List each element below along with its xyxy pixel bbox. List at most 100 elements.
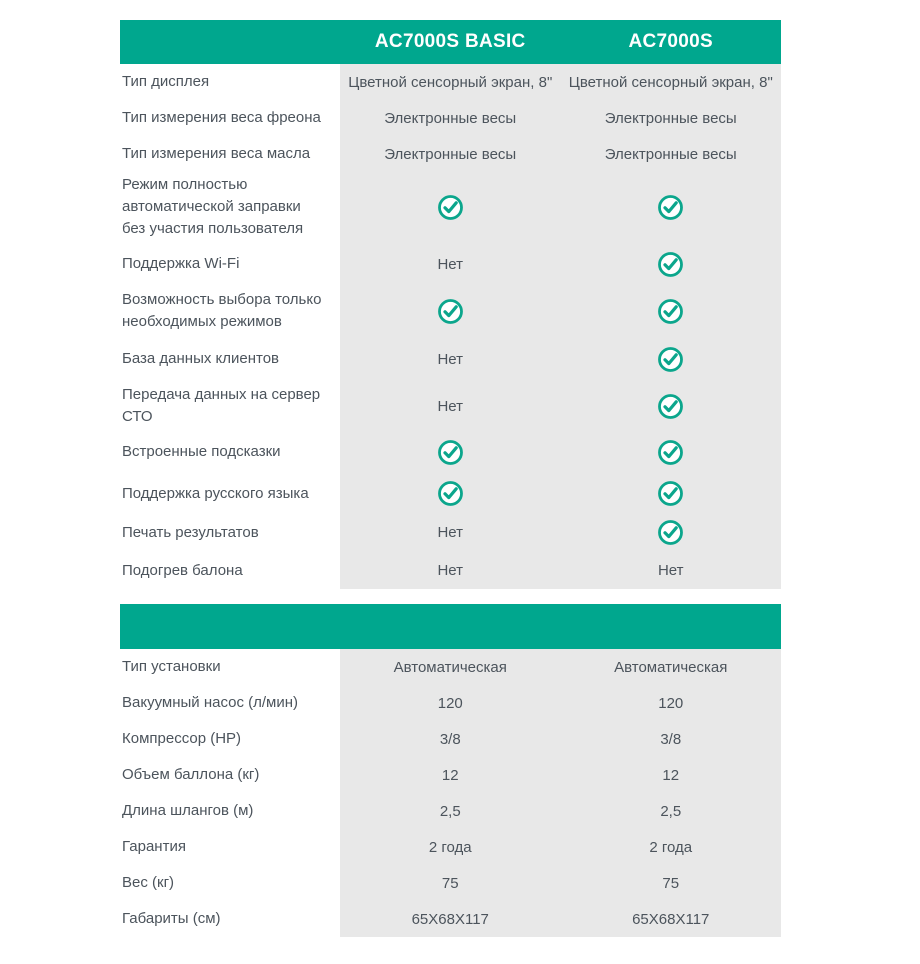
row-label: Режим полностью автоматической заправки … [120,172,340,242]
table-row: Подогрев балона Нет Нет [120,552,781,589]
row-label: Поддержка русского языка [120,474,340,513]
value-cell: 2,5 [560,793,781,829]
value-cell [560,382,781,430]
value-cell: 2 года [340,829,561,865]
comparison-table: AC7000S BASIC AC7000S Тип дисплея Цветной… [120,20,781,937]
table-row: Габариты (см) 65X68X117 65X68X117 [120,901,781,937]
check-circle-icon [437,439,464,466]
check-circle-icon [437,298,464,325]
table-row: Передача данных на сервер СТО Нет [120,382,781,430]
value-cell [560,172,781,242]
value-cell: 12 [560,757,781,793]
value-cell [560,474,781,513]
value-cell: 12 [340,757,561,793]
column-header-ac7000s: AC7000S [628,31,713,52]
row-label: Компрессор (HP) [120,721,340,757]
row-label: База данных клиентов [120,336,340,382]
row-label: Гарантия [120,829,340,865]
table-row: Возможность выбора только необходимых ре… [120,286,781,336]
table-row: Тип измерения веса фреона Электронные вес… [120,100,781,136]
row-label: Габариты (см) [120,901,340,937]
value-cell [340,430,561,474]
row-label: Передача данных на сервер СТО [120,382,340,430]
table-row: Режим полностью автоматической заправки … [120,172,781,242]
row-label: Тип измерения веса фреона [120,100,340,136]
check-circle-icon [657,480,684,507]
table-row: Встроенные подсказки [120,430,781,474]
value-cell: 3/8 [340,721,561,757]
value-cell: Нет [340,242,561,286]
row-label: Поддержка Wi-Fi [120,242,340,286]
value-cell [560,430,781,474]
check-circle-icon [437,194,464,221]
row-label: Длина шлангов (м) [120,793,340,829]
value-cell: 120 [560,685,781,721]
value-cell: Нет [340,382,561,430]
row-label: Вакуумный насос (л/мин) [120,685,340,721]
table-row: Тип дисплея Цветной сенсорный экран, 8" Цв… [120,64,781,100]
column-header-ac7000s-basic: AC7000S BASIC [374,31,526,52]
value-cell [560,242,781,286]
table-row: Тип установки Автоматическая Автоматическа… [120,649,781,685]
value-cell [560,513,781,552]
features-section: Тип дисплея Цветной сенсорный экран, 8" Цв… [120,64,781,589]
check-circle-icon [437,480,464,507]
value-cell: Нет [340,513,561,552]
value-cell: 3/8 [560,721,781,757]
check-circle-icon [657,393,684,420]
value-cell: Электронные весы [560,100,781,136]
value-cell: 75 [560,865,781,901]
table-row: Поддержка русского языка [120,474,781,513]
header-spacer [120,20,340,64]
value-cell: 65X68X117 [560,901,781,937]
row-label: Объем баллона (кг) [120,757,340,793]
value-cell [560,336,781,382]
value-cell: Нет [560,552,781,589]
row-label: Вес (кг) [120,865,340,901]
value-cell: 2 года [560,829,781,865]
row-label: Тип дисплея [120,64,340,100]
table-row: База данных клиентов Нет [120,336,781,382]
check-circle-icon [657,519,684,546]
table-row: Компрессор (HP) 3/8 3/8 [120,721,781,757]
row-label: Возможность выбора только необходимых ре… [120,286,340,336]
check-circle-icon [657,251,684,278]
table-row: Печать результатов Нет [120,513,781,552]
row-label: Встроенные подсказки [120,430,340,474]
value-cell [340,172,561,242]
value-cell: Цветной сенсорный экран, 8" [340,64,561,100]
value-cell [340,474,561,513]
value-cell: Цветной сенсорный экран, 8" [560,64,781,100]
row-label: Печать результатов [120,513,340,552]
specs-section: Тип установки Автоматическая Автоматическа… [120,649,781,937]
value-cell: Электронные весы [560,136,781,172]
value-cell: Электронные весы [340,100,561,136]
check-circle-icon [657,439,684,466]
value-cell: 65X68X117 [340,901,561,937]
value-cell: Нет [340,336,561,382]
check-circle-icon [657,298,684,325]
value-cell: Автоматическая [340,649,561,685]
row-label: Подогрев балона [120,552,340,589]
products-header-bar: AC7000S BASIC AC7000S [120,20,781,64]
table-row: Поддержка Wi-Fi Нет [120,242,781,286]
table-row: Гарантия 2 года 2 года [120,829,781,865]
row-label: Тип измерения веса масла [120,136,340,172]
value-cell: 2,5 [340,793,561,829]
row-label: Тип установки [120,649,340,685]
value-cell: 120 [340,685,561,721]
check-circle-icon [657,194,684,221]
value-cell: 75 [340,865,561,901]
table-row: Тип измерения веса масла Электронные весы… [120,136,781,172]
value-cell: Электронные весы [340,136,561,172]
value-cell [560,286,781,336]
value-cell: Нет [340,552,561,589]
value-cell [340,286,561,336]
table-row: Вес (кг) 75 75 [120,865,781,901]
table-row: Объем баллона (кг) 12 12 [120,757,781,793]
check-circle-icon [657,346,684,373]
specs-header-bar [120,604,781,649]
table-row: Вакуумный насос (л/мин) 120 120 [120,685,781,721]
value-cell: Автоматическая [560,649,781,685]
table-row: Длина шлангов (м) 2,5 2,5 [120,793,781,829]
